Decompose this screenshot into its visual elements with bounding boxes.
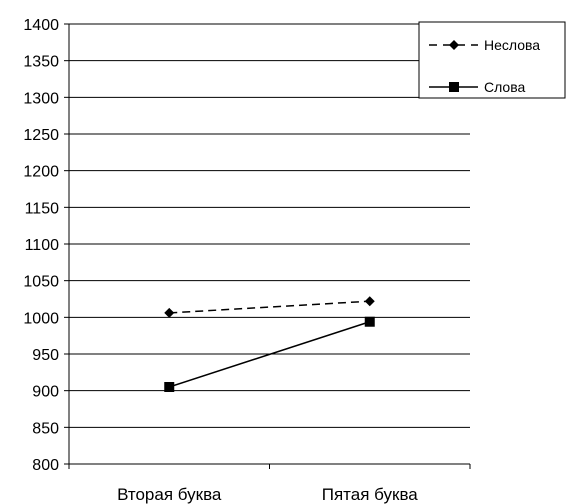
y-tick-label: 800: [32, 457, 59, 474]
legend-label: Неслова: [484, 37, 540, 53]
y-tick-label: 1350: [23, 54, 59, 71]
y-tick-label: 950: [32, 347, 59, 364]
gridlines: [69, 23, 470, 428]
y-tick-label: 1100: [25, 237, 60, 254]
x-category-label: Пятая буква: [322, 485, 419, 504]
series-line: [169, 300, 370, 314]
x-category-label: Вторая буква: [117, 485, 222, 504]
series-layer: [164, 296, 375, 392]
y-tick-label: 1050: [23, 274, 59, 291]
legend-label: Слова: [484, 79, 526, 95]
y-tick-label: 850: [32, 420, 59, 437]
y-tick-label: 1150: [25, 200, 60, 217]
y-tick-label: 1200: [23, 164, 59, 181]
legend: Неслова Слова: [418, 21, 566, 99]
series-words: [164, 316, 375, 392]
legend-item: Неслова: [429, 37, 540, 53]
diamond-marker: [364, 296, 375, 307]
series-nonwords: [164, 296, 375, 318]
square-marker: [364, 316, 375, 327]
diamond-marker: [449, 40, 459, 50]
x-axis-ticks: Вторая буква Пятая буква: [68, 464, 471, 504]
y-tick-label: 1300: [23, 90, 59, 107]
y-tick-label: 900: [32, 384, 59, 401]
square-marker: [164, 382, 175, 392]
y-tick-label: 1000: [23, 310, 59, 327]
diamond-marker: [164, 307, 175, 318]
y-tick-label: 1250: [23, 127, 59, 144]
legend-item: Слова: [429, 79, 526, 95]
legend-box: [418, 21, 566, 99]
y-axis-ticks: 800 850 900 950 1000 1050 1100 1150 1200 1250 1300…: [23, 17, 69, 474]
y-tick-label: 1400: [23, 17, 59, 34]
square-marker: [449, 82, 459, 92]
series-line: [169, 321, 370, 388]
